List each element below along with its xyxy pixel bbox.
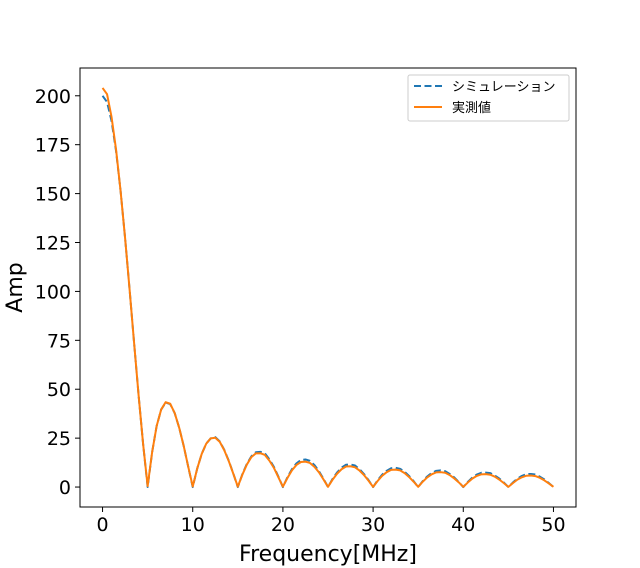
- legend: シミュレーション 実測値: [407, 74, 570, 122]
- x-tick-label: 10: [181, 514, 205, 536]
- legend-box: [407, 74, 570, 122]
- x-tick-label: 20: [271, 514, 295, 536]
- y-tick-label: 50: [47, 379, 71, 401]
- y-tick-label: 200: [35, 86, 71, 108]
- x-tick-label: 30: [361, 514, 385, 536]
- y-tick-label: 150: [35, 184, 71, 206]
- y-axis-title: Amp: [3, 262, 28, 312]
- y-tick-label: 100: [35, 281, 71, 303]
- series-line-measured: [101, 87, 555, 488]
- x-tick-label: 50: [541, 514, 565, 536]
- y-tick-label: 75: [47, 330, 71, 352]
- series-layer: [101, 87, 555, 489]
- y-tick-label: 25: [47, 428, 71, 450]
- y-tick-label: 175: [35, 135, 71, 157]
- x-axis-title: Frequency[MHz]: [239, 542, 417, 567]
- x-axis: 0 10 20 30 40 50: [96, 507, 566, 536]
- plot-frame: [79, 67, 577, 508]
- y-tick-label: 0: [59, 477, 71, 499]
- legend-label-simulation: シミュレーション: [452, 80, 555, 95]
- x-tick-label: 0: [96, 514, 108, 536]
- y-tick-label: 125: [35, 233, 71, 255]
- y-axis: 0 25 50 75 100 125 150 175 200: [35, 86, 80, 499]
- legend-label-measured: 実測値: [452, 100, 491, 116]
- x-tick-label: 40: [451, 514, 475, 536]
